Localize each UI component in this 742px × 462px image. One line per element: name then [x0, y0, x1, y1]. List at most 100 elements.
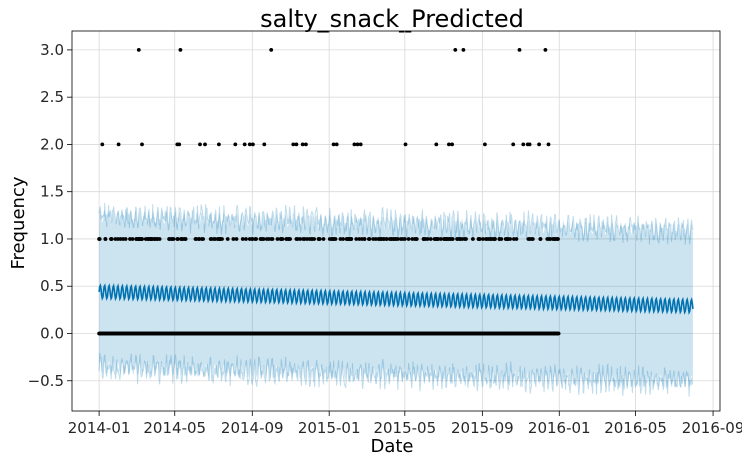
- observed-point-one: [338, 237, 343, 241]
- observed-point-one: [344, 237, 349, 241]
- observed-point-one: [264, 237, 269, 241]
- observed-point-one: [175, 237, 180, 241]
- observed-point-two: [352, 142, 357, 147]
- observed-point-one: [286, 237, 291, 241]
- observed-point-one: [211, 237, 216, 241]
- band-upper-edge: [98, 202, 694, 245]
- observed-point-one: [280, 237, 285, 241]
- observed-point-two: [355, 142, 360, 147]
- observed-point-one: [376, 237, 381, 241]
- observed-point-one: [333, 237, 338, 241]
- observed-point-two: [247, 142, 252, 147]
- observed-point-two: [217, 142, 221, 147]
- observed-point-one: [197, 237, 202, 241]
- observed-point-two: [233, 142, 238, 147]
- observed-point-two: [434, 142, 439, 147]
- observed-point-one: [109, 237, 113, 241]
- observed-point-one: [367, 237, 372, 241]
- observed-point-one: [234, 237, 239, 241]
- observed-point-two: [203, 142, 207, 147]
- observed-point-one: [179, 237, 184, 241]
- observed-point-one: [357, 237, 362, 241]
- x-tick-label: 2014-09: [221, 419, 284, 437]
- observed-point-one: [193, 237, 198, 241]
- observed-point-two: [331, 142, 336, 147]
- y-tick-label: 2.0: [40, 135, 64, 153]
- observed-point-one: [425, 237, 430, 241]
- observed-point-one: [471, 237, 475, 241]
- observed-point-one: [113, 237, 118, 241]
- observed-point-one: [341, 237, 345, 241]
- y-tick-label: 1.5: [40, 183, 64, 201]
- observed-point-one: [382, 237, 386, 241]
- observed-point-two: [177, 142, 182, 147]
- x-tick-label: 2016-05: [604, 419, 667, 437]
- y-tick-label: 0.5: [40, 277, 64, 295]
- observed-point-three: [269, 48, 274, 52]
- band-fill: [99, 209, 693, 389]
- observed-point-three: [517, 48, 522, 52]
- observed-point-one: [298, 237, 303, 241]
- x-tick-label: 2015-09: [451, 419, 514, 437]
- observed-point-one: [275, 237, 280, 241]
- observed-point-two: [334, 142, 339, 147]
- x-tick-label: 2014-01: [68, 419, 131, 437]
- y-tick-label: 1.0: [40, 230, 64, 248]
- uncertainty-band: [98, 202, 694, 397]
- observed-point-one: [428, 237, 433, 241]
- forecast-line: [98, 283, 694, 315]
- observed-point-two: [140, 142, 144, 147]
- observed-point-one: [545, 237, 550, 241]
- observed-point-one: [457, 237, 462, 241]
- observed-point-two: [537, 142, 541, 147]
- observed-point-three: [461, 48, 466, 52]
- observed-point-two: [294, 142, 299, 147]
- observed-point-one: [240, 237, 245, 241]
- observed-point-one: [312, 237, 316, 241]
- observed-point-one: [529, 237, 534, 241]
- observed-point-one: [261, 237, 266, 241]
- observed-point-one: [476, 237, 481, 241]
- observed-point-one: [294, 237, 299, 241]
- observed-point-one: [548, 237, 553, 241]
- observed-point-one: [148, 237, 153, 241]
- observed-point-one: [309, 237, 314, 241]
- observed-point-one: [447, 237, 452, 241]
- observed-point-one: [362, 237, 367, 241]
- observed-point-one: [391, 237, 396, 241]
- observed-point-one: [354, 237, 359, 241]
- y-axis-label: Frequency: [8, 176, 29, 269]
- observed-point-two: [450, 142, 454, 147]
- observed-point-one: [270, 237, 275, 241]
- x-tick-label: 2016-01: [528, 419, 591, 437]
- x-axis-label: Date: [370, 436, 413, 457]
- observed-point-three: [136, 48, 141, 52]
- observed-point-one: [538, 237, 543, 241]
- observed-point-one: [349, 237, 354, 241]
- observed-point-one: [97, 237, 101, 241]
- observed-point-one: [301, 237, 306, 241]
- observed-point-one: [481, 237, 485, 241]
- observed-point-two: [198, 142, 202, 147]
- observed-point-two: [511, 142, 516, 147]
- observed-point-one: [497, 237, 502, 241]
- observed-point-one: [329, 237, 334, 241]
- observed-point-two: [403, 142, 408, 147]
- observed-points: [97, 48, 561, 336]
- observed-point-one: [215, 237, 220, 241]
- observed-point-one: [505, 237, 510, 241]
- observed-point-two: [358, 142, 363, 147]
- y-tick-label: 3.0: [40, 41, 64, 59]
- x-tick-label: 2016-09: [682, 419, 742, 437]
- observed-point-one: [414, 237, 419, 241]
- observed-point-one: [421, 237, 426, 241]
- observed-point-two: [242, 142, 247, 147]
- observed-point-one: [201, 237, 206, 241]
- observed-point-one: [103, 237, 108, 241]
- x-tick-label: 2015-01: [298, 419, 361, 437]
- observed-point-one: [321, 237, 326, 241]
- observed-point-one: [130, 237, 135, 241]
- observed-point-one: [442, 237, 447, 241]
- observed-point-one: [140, 237, 144, 241]
